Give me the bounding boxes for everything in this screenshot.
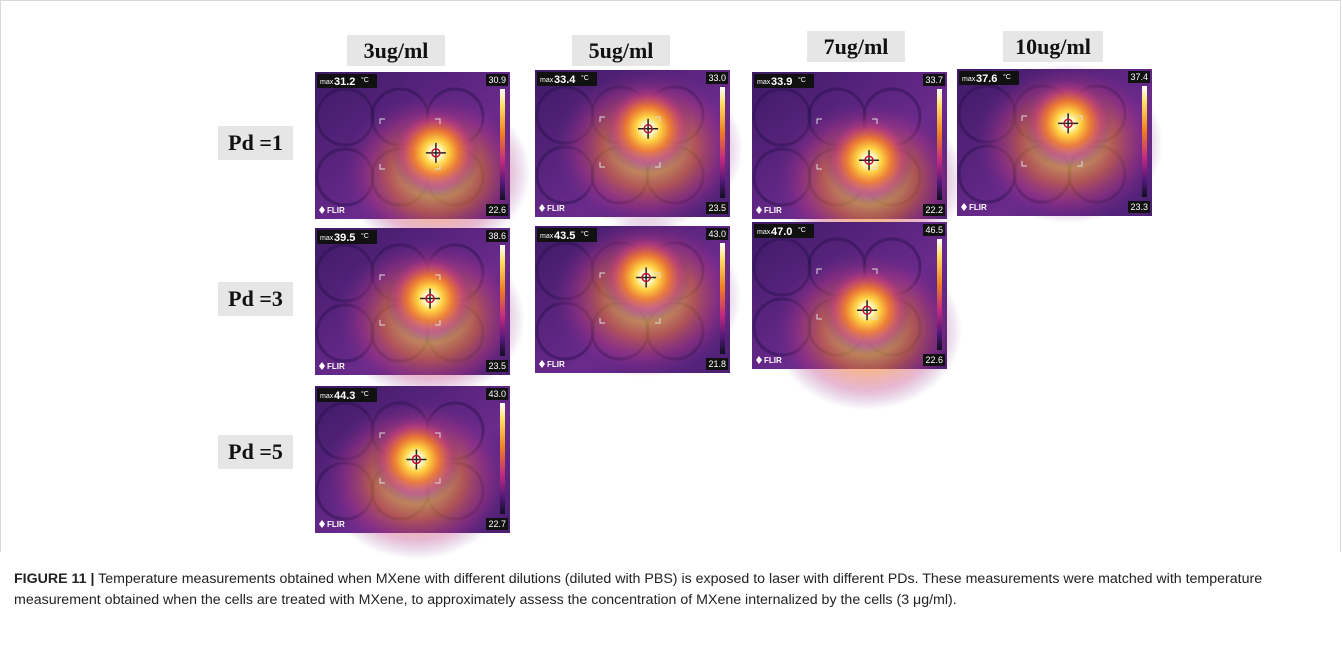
max-value: 31.2 — [334, 76, 355, 88]
scale-top: 38.6 — [488, 231, 506, 241]
caption-label: FIGURE 11 | — [14, 571, 94, 587]
max-unit: °C — [798, 76, 806, 84]
brand: FLIR — [547, 204, 565, 213]
max-unit: °C — [361, 390, 369, 398]
max-value: 37.6 — [976, 73, 997, 85]
scale-bottom: 23.3 — [1130, 202, 1148, 212]
color-scale — [500, 403, 505, 514]
brand: FLIR — [764, 356, 782, 365]
max-value: 44.3 — [334, 390, 355, 402]
max-label: max — [540, 77, 554, 84]
scale-bottom: 23.5 — [488, 361, 506, 371]
scale-top: 33.0 — [708, 73, 726, 83]
max-label: max — [757, 229, 771, 236]
max-label: max — [320, 393, 334, 400]
color-scale — [1142, 86, 1147, 197]
brand: FLIR — [327, 206, 345, 215]
brand: FLIR — [969, 203, 987, 212]
brand: FLIR — [327, 362, 345, 371]
brand: FLIR — [764, 206, 782, 215]
color-scale — [720, 87, 725, 198]
color-scale — [937, 239, 942, 350]
max-unit: °C — [361, 76, 369, 84]
max-unit: °C — [361, 232, 369, 240]
max-value: 43.5 — [554, 230, 575, 242]
caption: FIGURE 11 | Temperature measurements obt… — [14, 569, 1330, 611]
scale-top: 37.4 — [1130, 72, 1148, 82]
max-value: 47.0 — [771, 226, 792, 238]
max-label: max — [320, 79, 334, 86]
color-scale — [500, 89, 505, 200]
scale-bottom: 21.8 — [708, 359, 726, 369]
scale-top: 46.5 — [925, 225, 943, 235]
scale-bottom: 22.6 — [925, 355, 943, 365]
scale-bottom: 23.5 — [708, 203, 726, 213]
scale-bottom: 22.6 — [488, 205, 506, 215]
max-unit: °C — [581, 230, 589, 238]
color-scale — [500, 245, 505, 356]
max-value: 39.5 — [334, 232, 355, 244]
brand: FLIR — [547, 360, 565, 369]
max-unit: °C — [798, 226, 806, 234]
max-value: 33.4 — [554, 74, 576, 86]
scale-top: 43.0 — [708, 229, 726, 239]
scale-bottom: 22.2 — [925, 205, 943, 215]
max-label: max — [962, 76, 976, 83]
max-label: max — [757, 79, 771, 86]
scale-top: 30.9 — [488, 75, 506, 85]
max-unit: °C — [1003, 73, 1011, 81]
color-scale — [937, 89, 942, 200]
max-unit: °C — [581, 74, 589, 82]
scale-top: 33.7 — [925, 75, 943, 85]
page: 3ug/ml5ug/ml7ug/ml10ug/mlPd =1Pd =3Pd =5… — [0, 0, 1342, 649]
color-scale — [720, 243, 725, 354]
caption-text: Temperature measurements obtained when M… — [14, 571, 1262, 608]
max-label: max — [320, 235, 334, 242]
max-label: max — [540, 233, 554, 240]
brand: FLIR — [327, 520, 345, 529]
max-value: 33.9 — [771, 76, 792, 88]
scale-top: 43.0 — [488, 389, 506, 399]
scale-bottom: 22.7 — [488, 519, 506, 529]
